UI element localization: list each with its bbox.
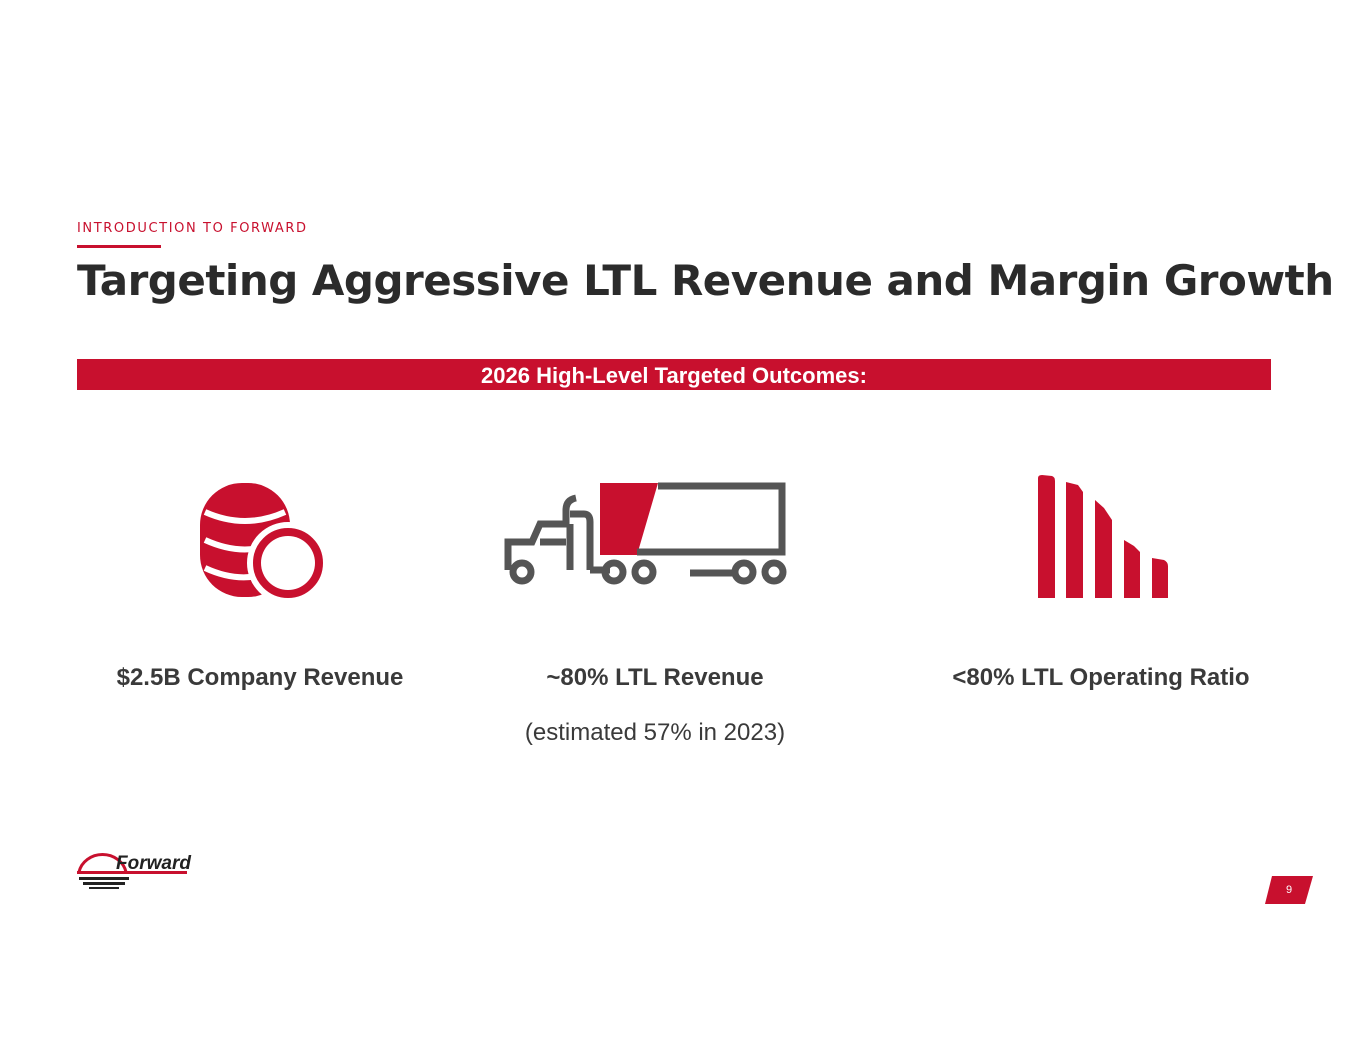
page-title: Targeting Aggressive LTL Revenue and Mar… — [77, 256, 1334, 305]
outcome-label-operating-ratio: <80% LTL Operating Ratio — [952, 664, 1250, 691]
forward-logo: Forward — [77, 853, 191, 889]
page-number-text: 9 — [1285, 884, 1293, 896]
outcome-label-revenue: $2.5B Company Revenue — [116, 664, 404, 691]
truck-icon — [504, 482, 787, 585]
section-label: INTRODUCTION TO FORWARD — [77, 221, 308, 236]
section-underline — [77, 245, 161, 248]
coins-icon — [200, 483, 329, 604]
page-number: 9 — [1266, 876, 1312, 904]
page-number-badge — [1265, 876, 1313, 904]
declining-bars-icon — [1038, 475, 1168, 598]
outcome-label-ltl-revenue: ~80% LTL Revenue — [546, 664, 764, 691]
banner: 2026 High-Level Targeted Outcomes: — [77, 359, 1271, 390]
svg-text:Forward: Forward — [116, 853, 191, 874]
outcome-note: (estimated 57% in 2023) — [524, 719, 786, 746]
